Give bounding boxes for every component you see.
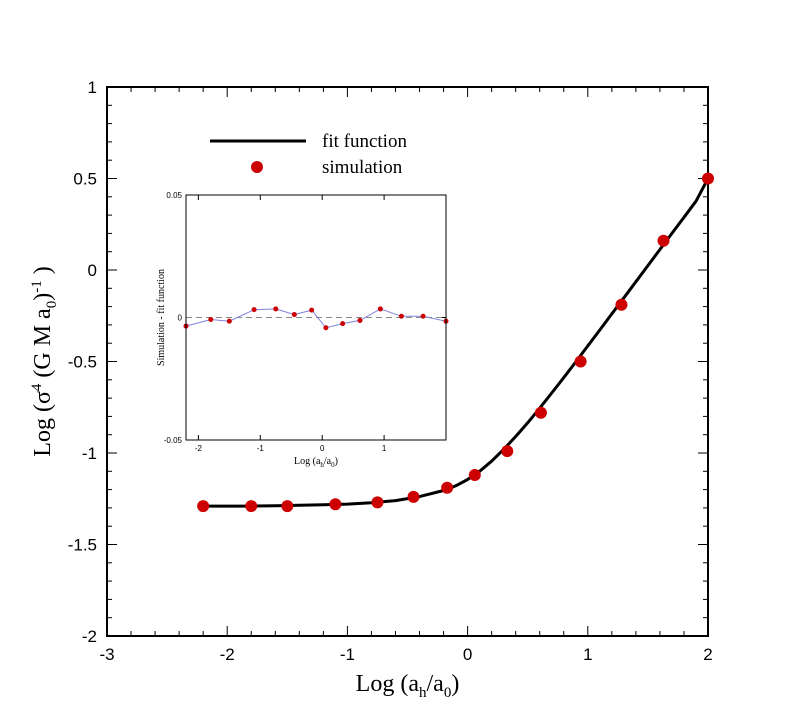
residual-point [420, 313, 426, 319]
simulation-point [407, 490, 420, 503]
y-tick-label: -1.5 [68, 536, 97, 555]
inset-y-axis-title: Simulation - fit function [156, 269, 167, 366]
simulation-point [197, 500, 210, 513]
x-tick-label: -1 [340, 645, 355, 664]
x-tick-label: 0 [463, 645, 472, 664]
simulation-point [574, 355, 587, 368]
residual-point [377, 306, 383, 312]
residual-point [273, 306, 279, 312]
inset-x-tick-label: -2 [195, 444, 203, 453]
inset-y-tick-labels: -0.05 0 0.05 [164, 191, 183, 445]
x-tick-label: 2 [703, 645, 712, 664]
inset-y-tick-label: 0.05 [166, 191, 182, 200]
simulation-point [281, 500, 294, 513]
inset-x-tick-labels: -2 -1 0 1 [195, 444, 387, 453]
inset-series-layer [183, 306, 449, 331]
residual-point [291, 312, 297, 318]
inset-y-tick-label: -0.05 [164, 436, 183, 445]
simulation-point [441, 481, 454, 494]
main-axis-ticks [106, 86, 709, 637]
y-tick-label: -0.5 [68, 353, 97, 372]
simulation-point [501, 445, 514, 458]
main-y-tick-labels: -2 -1.5 -1 -0.5 0 0.5 1 [68, 78, 97, 646]
x-tick-label: 1 [583, 645, 592, 664]
y-tick-label: -2 [82, 627, 97, 646]
legend: fit function simulation [210, 131, 407, 178]
inset-frame [185, 194, 447, 441]
residual-point [309, 307, 315, 313]
simulation-point [657, 234, 670, 247]
residual-point [251, 307, 257, 313]
legend-label-simulation: simulation [322, 157, 403, 178]
simulation-point [245, 500, 258, 513]
simulation-point [371, 496, 384, 509]
residual-point [323, 325, 329, 331]
inset-x-tick-label: 1 [382, 444, 387, 453]
inset-x-axis-title: Log (ah/a0) [294, 456, 338, 469]
y-tick-label: 0 [88, 261, 97, 280]
residual-point [357, 317, 363, 323]
y-tick-label: -1 [82, 444, 97, 463]
simulation-point [702, 172, 714, 185]
y-tick-label: 0.5 [73, 170, 97, 189]
residual-point [398, 313, 404, 319]
y-axis-title: Log (σ4 (G M a0)-1 ) [29, 266, 60, 456]
inset-x-tick-label: 0 [320, 444, 325, 453]
residual-point [208, 316, 214, 322]
main-x-tick-labels: -3 -2 -1 0 1 2 [99, 645, 712, 664]
inset-x-tick-label: -1 [257, 444, 265, 453]
simulation-point [534, 406, 547, 419]
main-series-layer [197, 172, 714, 513]
residual-point [226, 318, 232, 324]
simulation-point [615, 298, 628, 311]
y-tick-label: 1 [88, 78, 97, 97]
x-tick-label: -2 [220, 645, 235, 664]
x-axis-title: Log (ah/a0) [356, 671, 460, 701]
inset-residual-plot: -2 -1 0 1 -0.05 0 0.05 Log (ah/a0) Simulation… [156, 191, 449, 469]
simulation-point [329, 498, 342, 511]
legend-marker-swatch [251, 161, 263, 173]
residual-line [185, 308, 447, 329]
inset-y-tick-label: 0 [178, 314, 183, 323]
legend-label-fit: fit function [322, 131, 407, 152]
x-tick-label: -3 [99, 645, 114, 664]
simulation-point [468, 468, 481, 481]
residual-point [340, 321, 346, 327]
